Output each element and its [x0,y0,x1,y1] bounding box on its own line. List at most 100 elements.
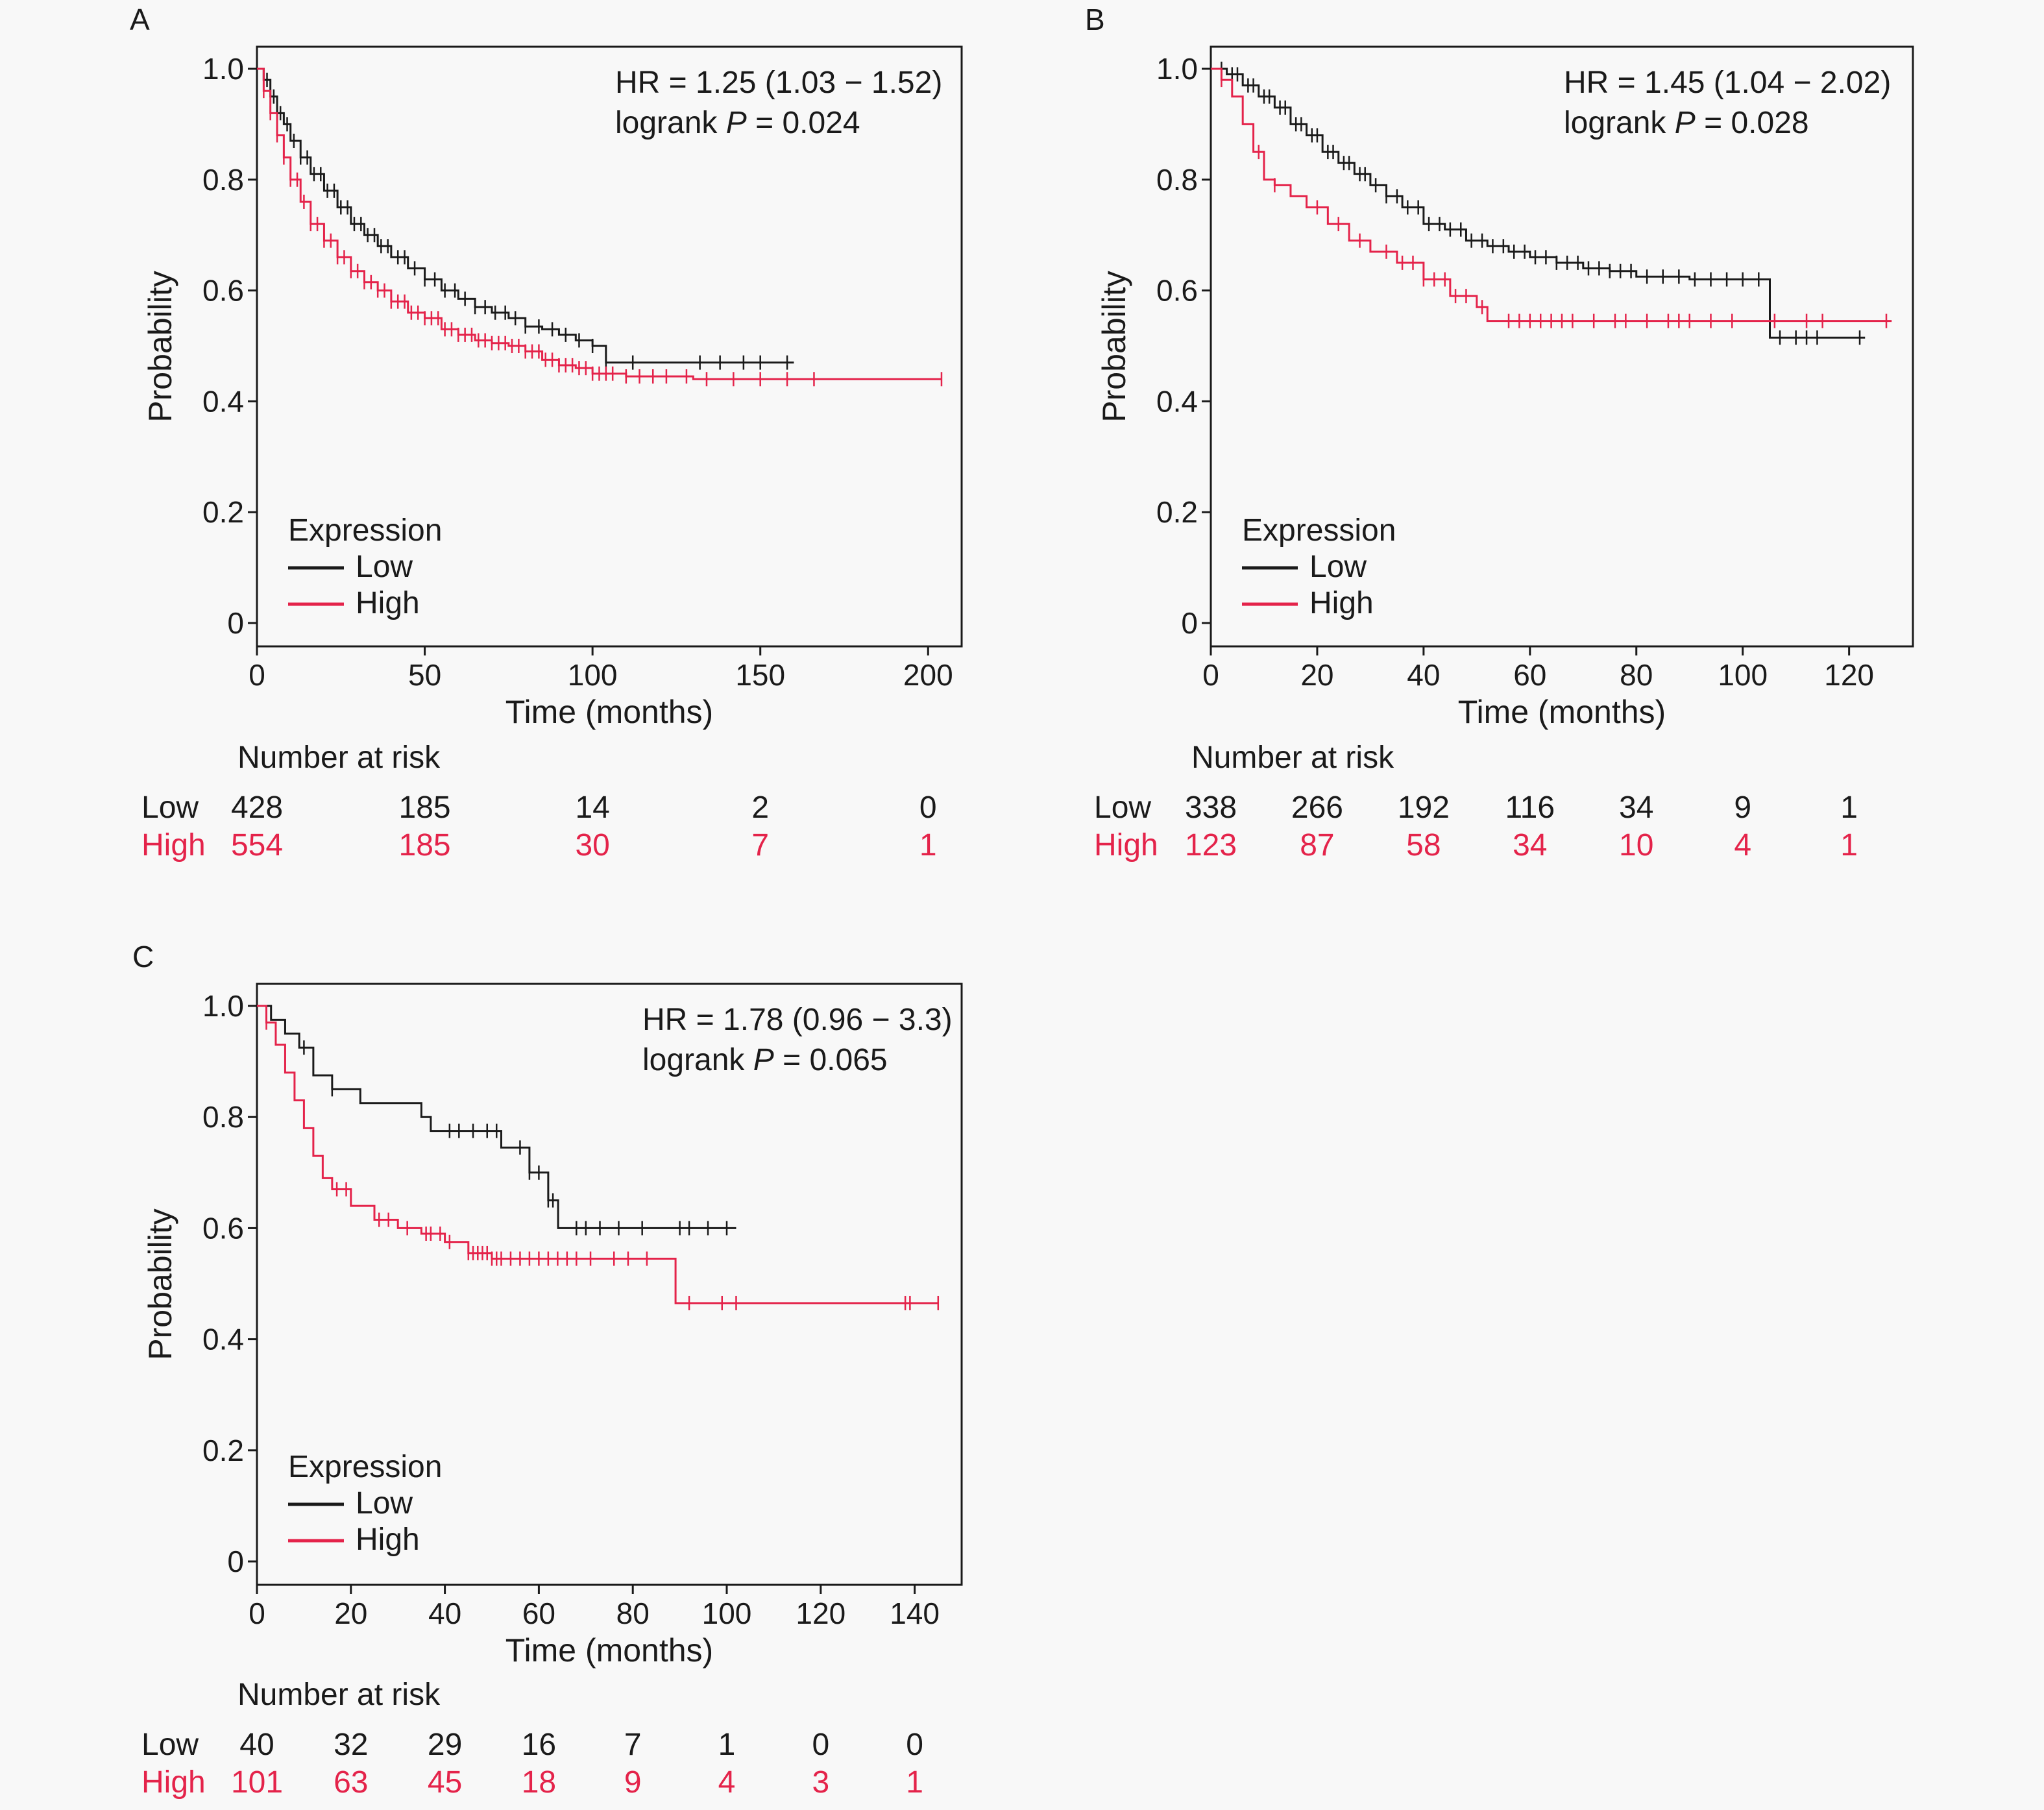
risk-count-high: 45 [428,1765,462,1800]
x-tick-label: 120 [796,1596,846,1630]
plot-frame [1210,45,1914,648]
panel-c: C00.20.40.60.81.00 20 40 60 80 100 120 140Time … [132,940,963,1800]
risk-count-low: 1 [1840,790,1858,825]
risk-count-high: 4 [1734,828,1751,862]
risk-row-label-high: High [141,1765,206,1800]
risk-row-label-high: High [141,828,206,862]
risk-count-high: 9 [624,1765,642,1800]
risk-row-label-high: High [1094,828,1158,862]
x-tick-label: 50 [408,658,441,692]
hazard-ratio-text: HR = 1.25 (1.03 − 1.52) [615,66,942,100]
x-tick-label: 40 [1407,658,1440,692]
risk-count-high: 1 [919,828,937,862]
risk-count-high: 34 [1513,828,1547,862]
y-tick-label: 0.2 [202,495,244,529]
risk-count-low: 0 [919,790,937,825]
x-tick-label: 100 [568,658,618,692]
risk-row-label-low: Low [141,1728,199,1762]
x-axis-label: Time (months) [505,1632,713,1669]
risk-row-label-low: Low [141,790,199,825]
y-tick-label: 0.8 [202,1100,244,1134]
risk-count-low: 14 [575,790,609,825]
x-tick-label: 40 [428,1596,461,1630]
logrank-p-text: logrank P = 0.024 [615,106,860,140]
y-tick-label: 1.0 [202,52,244,86]
risk-count-low: 1 [718,1728,736,1762]
km-curve-low [257,1005,736,1229]
y-axis-label: Probability [142,271,178,422]
x-tick-label: 80 [616,1596,650,1630]
legend-title: Expression [1242,513,1396,548]
risk-count-low: 9 [1734,790,1751,825]
y-tick-label: 0.6 [1156,274,1198,308]
risk-count-low: 428 [231,790,283,825]
risk-table-title: Number at risk [1191,740,1394,775]
y-tick-label: 0.4 [202,1323,244,1356]
x-tick-label: 150 [735,658,785,692]
risk-count-high: 87 [1300,828,1334,862]
risk-count-high: 1 [906,1765,923,1800]
x-tick-label: 80 [1620,658,1653,692]
risk-count-high: 63 [334,1765,368,1800]
hazard-ratio-text: HR = 1.45 (1.04 − 2.02) [1564,66,1891,100]
y-tick-label: 1.0 [202,989,244,1023]
y-tick-label: 0.2 [202,1434,244,1467]
y-tick-label: 0.6 [202,274,244,308]
y-tick-label: 0 [227,1545,244,1578]
y-tick-label: 0.4 [1156,384,1198,418]
panel-a: A 0 0.2 0.4 0.6 0.8 1.0 0 50 100 150 200 Time (month… [130,3,963,862]
panel-letter: A [130,3,150,36]
x-tick-label: 140 [890,1596,940,1630]
risk-count-low: 116 [1505,790,1555,825]
risk-row-label-low: Low [1094,790,1151,825]
legend-label-low: Low [356,550,413,584]
risk-count-low: 192 [1398,790,1450,825]
risk-count-low: 7 [624,1728,642,1762]
risk-count-high: 101 [231,1765,283,1800]
logrank-p-text: logrank P = 0.028 [1564,106,1809,140]
risk-table-title: Number at risk [237,1678,441,1712]
legend-label-high: High [356,1523,420,1557]
risk-count-low: 40 [239,1728,274,1762]
risk-count-low: 29 [428,1728,462,1762]
km-curve-low [257,67,794,364]
y-axis-label: Probability [142,1208,178,1360]
y-axis-label: Probability [1096,271,1132,422]
x-tick-label: 0 [1202,658,1219,692]
x-tick-label: 60 [522,1596,555,1630]
y-tick-label: 0 [1181,606,1198,640]
risk-count-high: 554 [231,828,283,862]
panel-letter: C [132,940,154,973]
y-tick-label: 0.8 [202,163,244,197]
x-tick-label: 120 [1824,658,1874,692]
km-curve-high [257,67,942,380]
panel-letter: B [1085,3,1105,36]
risk-count-high: 10 [1619,828,1653,862]
legend-title: Expression [288,513,442,548]
x-tick-label: 60 [1513,658,1546,692]
risk-count-low: 266 [1291,790,1343,825]
risk-count-high: 1 [1840,828,1858,862]
y-tick-label: 0.8 [1156,163,1198,197]
x-axis-label: Time (months) [505,694,713,730]
risk-count-high: 4 [718,1765,736,1800]
x-tick-label: 20 [1300,658,1333,692]
legend-label-low: Low [356,1486,413,1521]
legend-label-high: High [1309,586,1374,620]
plot-frame [256,45,963,648]
legend-label-low: Low [1309,550,1367,584]
risk-table: Number at risk Low 428 185 14 2 0 High 554 185 30 7… [141,740,937,862]
legend-title: Expression [288,1450,442,1484]
risk-count-low: 338 [1185,790,1237,825]
panel-b: B 0 0.2 0.4 0.6 0.8 1.0 0 20 40 60 80 100 120 Time (mo… [1085,3,1914,862]
risk-count-low: 16 [522,1728,556,1762]
risk-count-high: 30 [575,828,609,862]
x-tick-label: 200 [903,658,953,692]
risk-count-high: 7 [751,828,769,862]
x-tick-label: 20 [334,1596,367,1630]
x-tick-label: 100 [702,1596,752,1630]
x-tick-label: 0 [249,1596,265,1630]
